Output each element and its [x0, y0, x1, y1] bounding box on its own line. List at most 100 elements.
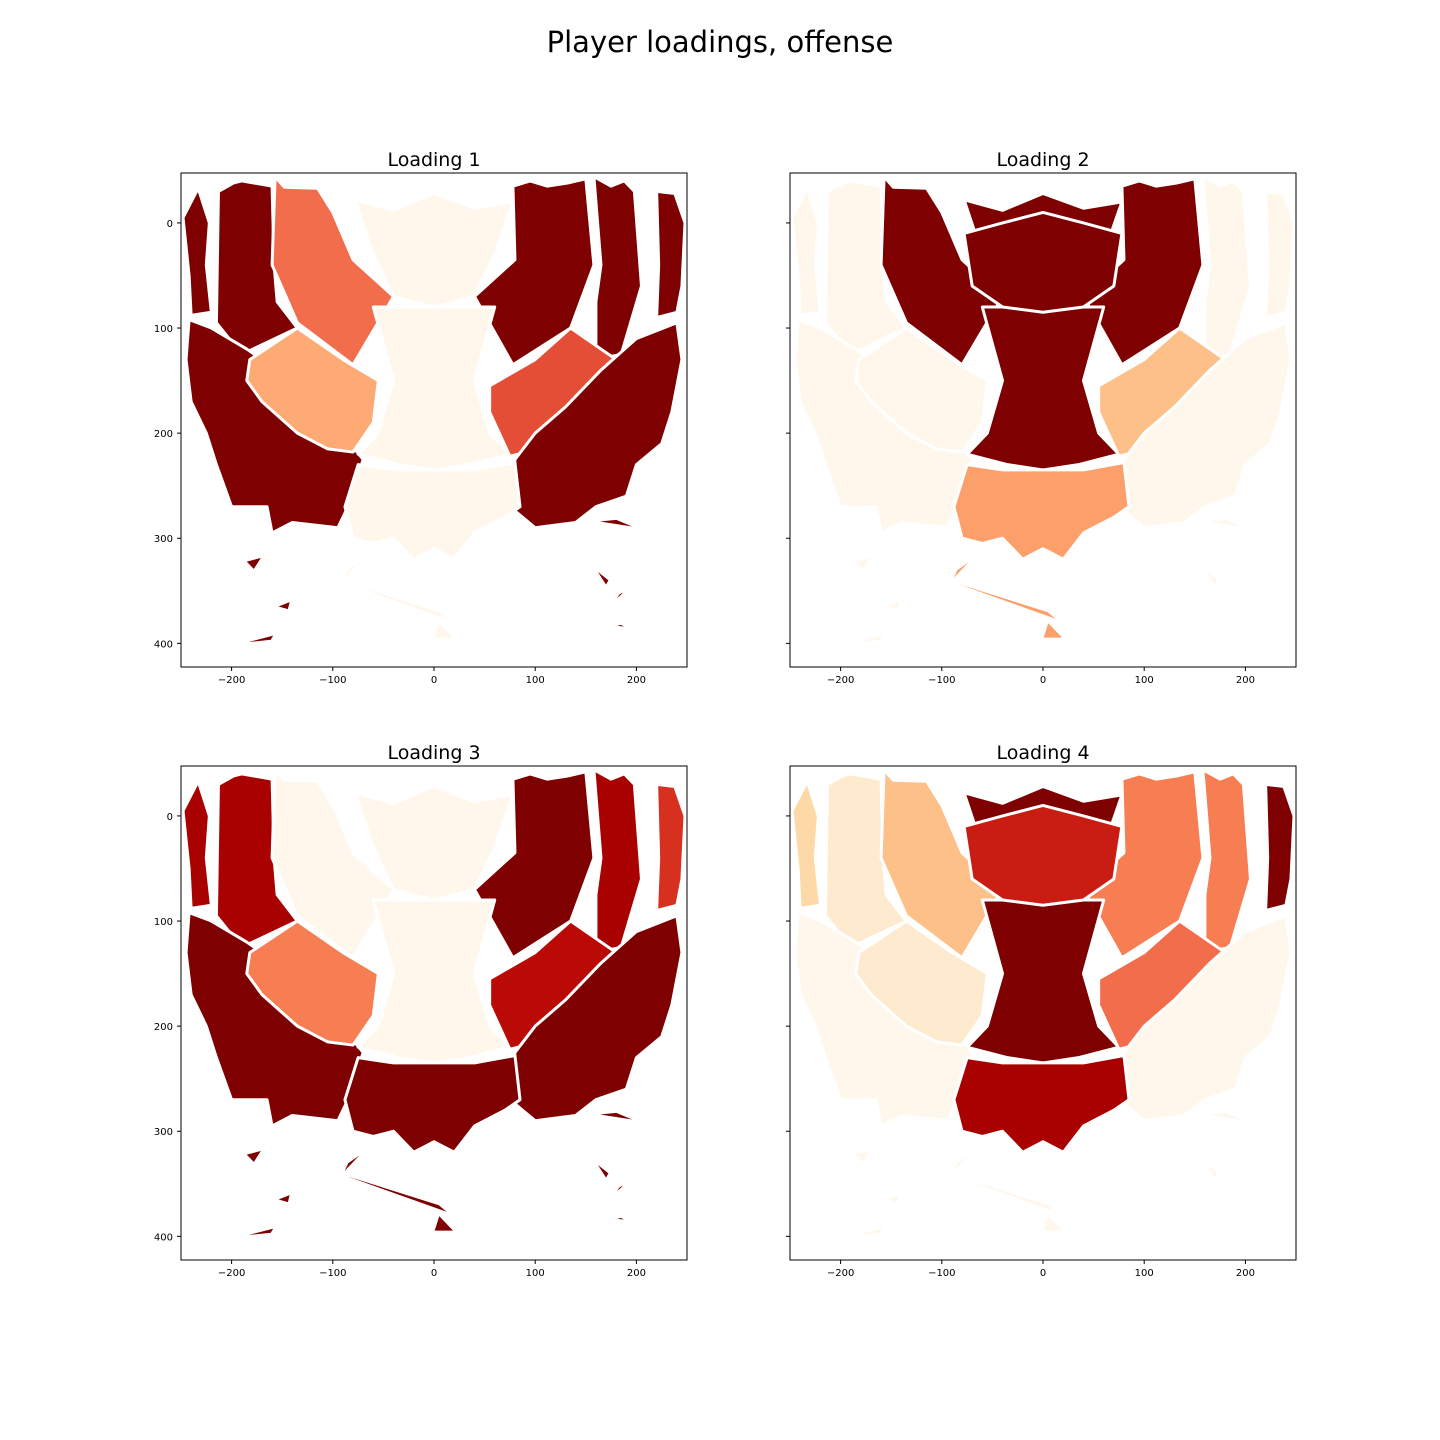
- zone-backcourt: [850, 1227, 885, 1237]
- x-tick-label: 100: [1135, 675, 1154, 686]
- zone-backcourt: [1223, 623, 1236, 629]
- zone-right-corner: [655, 782, 687, 913]
- x-tick-label: −200: [218, 1268, 245, 1279]
- zone-backcourt: [1222, 1183, 1236, 1195]
- zone-right-three-arc: [1117, 321, 1293, 530]
- zone-top-arc: [343, 1054, 522, 1154]
- zone-backcourt: [850, 634, 885, 644]
- zone-left-upper-midrange: [270, 768, 396, 960]
- y-tick-label: 400: [154, 1232, 173, 1243]
- zone-inner-key: [962, 210, 1124, 314]
- zone-lane: [965, 305, 1121, 472]
- x-tick-label: −100: [319, 1268, 346, 1279]
- heatmap-cells: [181, 175, 687, 644]
- zone-left-corner: [181, 779, 213, 910]
- zone-right-corner: [1264, 782, 1296, 913]
- zone-left-corner: [790, 186, 822, 317]
- subplot-2: Loading 2 −200 −100 0 100 200: [786, 149, 1297, 686]
- zone-deep-center: [951, 558, 973, 581]
- zone-backcourt: [614, 1216, 627, 1222]
- zone-backcourt: [241, 1227, 276, 1237]
- zone-backcourt: [613, 590, 627, 602]
- zone-deep-center: [342, 1151, 364, 1174]
- x-tick-label: −200: [827, 1268, 854, 1279]
- zone-right-wing-three: [592, 768, 643, 955]
- x-tick-label: 0: [1040, 675, 1046, 686]
- zone-deep-center: [931, 574, 1059, 621]
- zone-lane: [356, 305, 512, 472]
- x-tick-label: 100: [526, 675, 545, 686]
- zone-right-corner: [1264, 189, 1296, 320]
- x-tick-label: 200: [1236, 675, 1255, 686]
- zone-backcourt: [275, 1193, 292, 1204]
- zone-right-three-arc: [508, 914, 684, 1123]
- zone-right-wing-three: [1201, 768, 1252, 955]
- subplot-3: Loading 3 −200 −100 0 100 200 0 100 200 300 400: [154, 742, 688, 1279]
- zone-backcourt: [1204, 518, 1246, 529]
- y-tick-label: 200: [154, 429, 173, 440]
- zone-left-lower-midrange: [854, 326, 989, 454]
- y-tick-label: 0: [167, 812, 173, 823]
- y-tick-label: 300: [154, 534, 173, 545]
- zone-backcourt: [1204, 1111, 1246, 1122]
- zone-backcourt: [595, 1162, 610, 1180]
- heatmap-cells: [790, 768, 1296, 1237]
- zone-deep-center: [342, 558, 364, 581]
- zone-right-corner: [655, 189, 687, 320]
- zone-right-wing-three: [1201, 175, 1252, 362]
- zone-backcourt: [275, 600, 292, 611]
- zone-left-upper-midrange: [270, 175, 396, 367]
- subplot-title: Loading 1: [387, 149, 480, 171]
- zone-backcourt: [1204, 569, 1219, 587]
- zone-left-corner: [181, 186, 213, 317]
- zone-right-upper-midrange: [472, 770, 596, 960]
- x-tick-label: 100: [1135, 1268, 1154, 1279]
- zone-inner-key: [962, 803, 1124, 907]
- x-tick-label: −100: [319, 675, 346, 686]
- zone-right-three-arc: [508, 321, 684, 530]
- zone-lane: [965, 898, 1121, 1065]
- zone-backcourt: [1222, 590, 1236, 602]
- zone-left-corner: [790, 779, 822, 910]
- zone-deep-center: [322, 1167, 450, 1214]
- zone-right-wing-three: [592, 175, 643, 362]
- zone-left-lower-midrange: [245, 326, 380, 454]
- zone-backcourt: [1223, 1216, 1236, 1222]
- zone-backcourt: [853, 1149, 873, 1164]
- y-tick-label: 100: [154, 324, 173, 335]
- zone-deep-center: [1042, 621, 1065, 639]
- subplot-title: Loading 4: [996, 742, 1089, 764]
- zone-backcourt: [241, 634, 276, 644]
- x-tick-label: 200: [627, 675, 646, 686]
- zone-backcourt: [853, 556, 873, 571]
- subplot-title: Loading 2: [996, 149, 1089, 171]
- zone-backcourt: [595, 569, 610, 587]
- zone-right-upper-midrange: [472, 177, 596, 367]
- zone-backcourt: [613, 1183, 627, 1195]
- y-tick-label: 100: [154, 917, 173, 928]
- zone-left-lower-midrange: [245, 919, 380, 1047]
- y-tick-label: 200: [154, 1022, 173, 1033]
- subplot-4: Loading 4 −200 −100 0 100 200: [786, 742, 1297, 1279]
- zone-top-key: [353, 784, 515, 902]
- figure-title: Player loadings, offense: [547, 25, 894, 59]
- zone-deep-center: [951, 1151, 973, 1174]
- zone-backcourt: [595, 518, 637, 529]
- zone-deep-center: [433, 1214, 456, 1232]
- zone-backcourt: [244, 556, 264, 571]
- x-tick-label: 200: [627, 1268, 646, 1279]
- x-tick-label: 200: [1236, 1268, 1255, 1279]
- subplot-title: Loading 3: [387, 742, 480, 764]
- x-tick-label: 0: [1040, 1268, 1046, 1279]
- x-tick-label: −200: [218, 675, 245, 686]
- zone-deep-center: [931, 1167, 1059, 1214]
- zone-deep-center: [433, 621, 456, 639]
- zone-top-arc: [952, 1054, 1131, 1154]
- zone-deep-center: [1042, 1214, 1065, 1232]
- zone-top-arc: [952, 461, 1131, 561]
- zone-right-three-arc: [1117, 914, 1293, 1123]
- zone-top-arc: [343, 461, 522, 561]
- y-tick-label: 0: [167, 219, 173, 230]
- x-tick-label: 0: [431, 1268, 437, 1279]
